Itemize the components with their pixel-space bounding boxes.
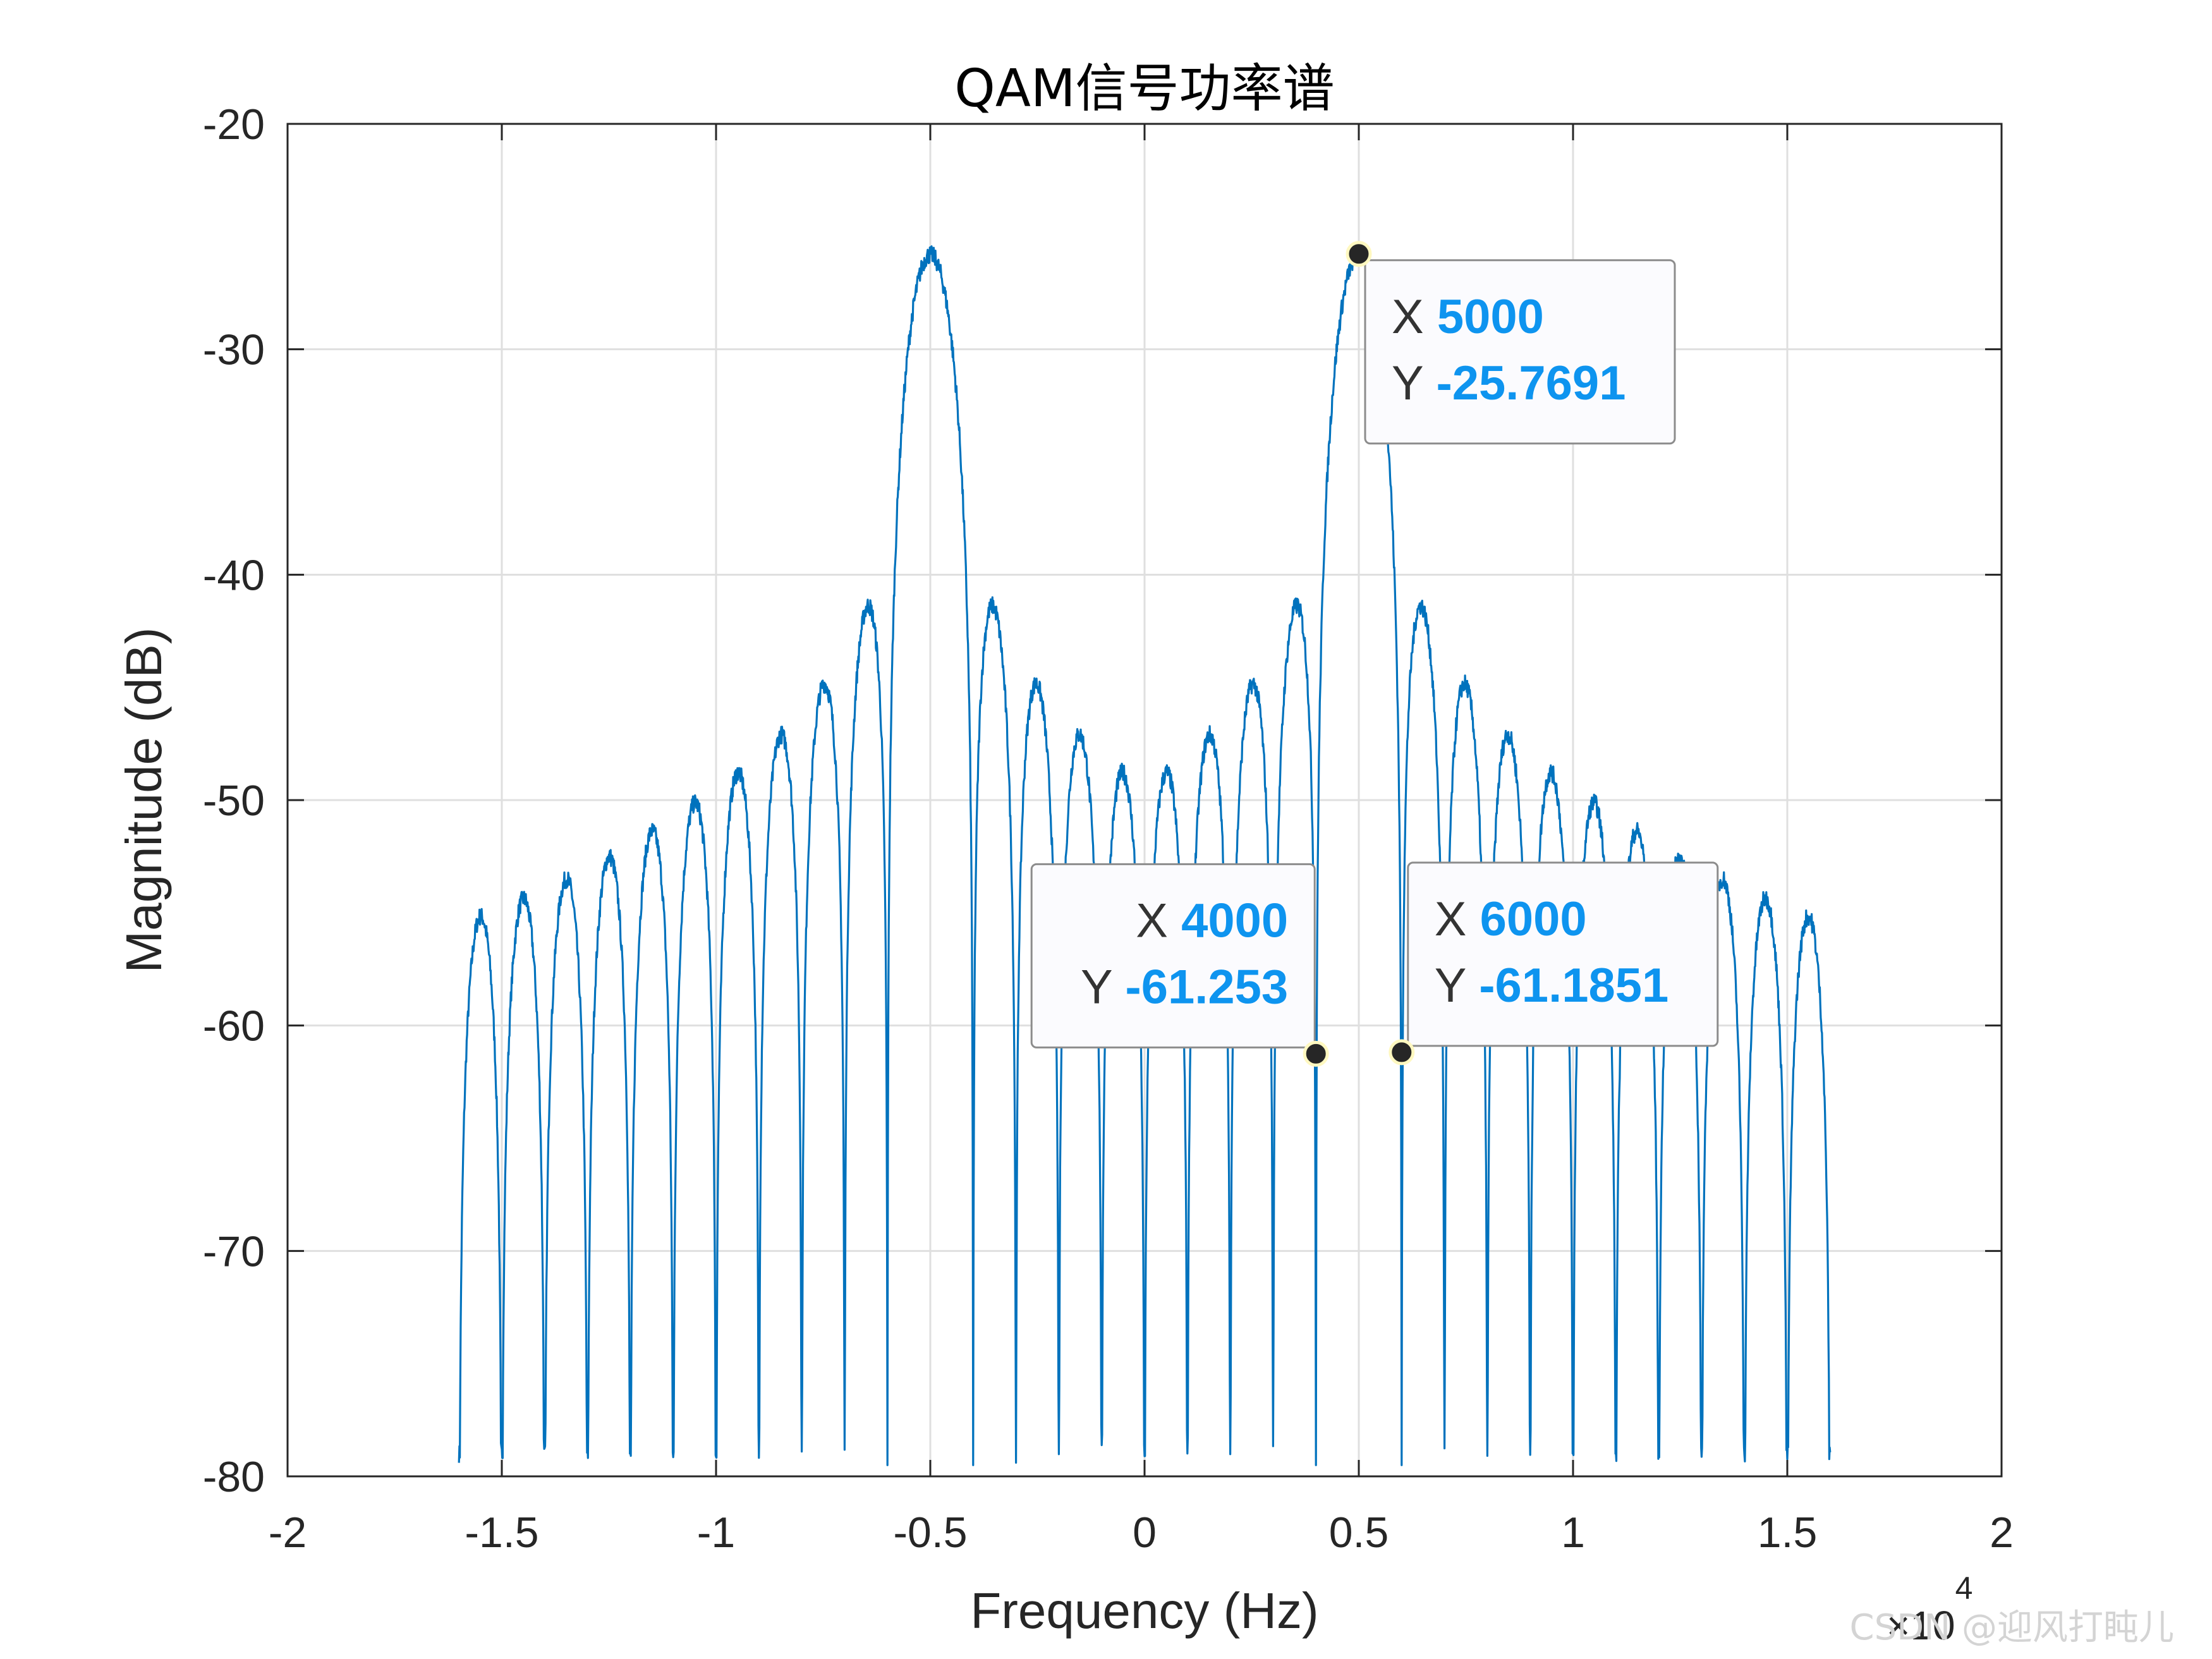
datatip-box: [1407, 861, 1719, 1047]
y-tick-label: -60: [203, 1002, 265, 1050]
datatip-y-line: Y -25.7691: [1392, 356, 1626, 410]
datatip-x-line: X 4000: [1136, 894, 1288, 947]
x-exponent-power: 4: [1955, 1571, 1973, 1606]
y-tick-labels: -80 -70 -60 -50 -40 -30 -20: [203, 100, 265, 1501]
datatip-y-line: Y -61.1851: [1435, 959, 1668, 1012]
datatip-y-value: -61.1851: [1479, 959, 1668, 1012]
datatip-box: [1030, 863, 1316, 1048]
datatip-y-line: Y -61.253: [1081, 960, 1288, 1014]
y-tick-label: -30: [203, 326, 265, 374]
datatip-marker: [1389, 1039, 1415, 1066]
datatip-box: [1364, 259, 1676, 445]
x-axis-label: Frequency (Hz): [970, 1583, 1318, 1639]
watermark: CSDN @迎风打盹儿: [1850, 1607, 2174, 1648]
y-tick-label: -70: [203, 1227, 265, 1275]
x-tick-label: 1.5: [1758, 1509, 1818, 1557]
datatip-x-line: X 6000: [1435, 892, 1587, 946]
x-tick-label: -2: [269, 1509, 307, 1557]
datatip-y-key: Y: [1081, 960, 1125, 1014]
datatip-x-key: X: [1392, 290, 1437, 344]
x-tick-labels: -2 -1.5 -1 -0.5 0 0.5 1 1.5 2: [269, 1509, 2014, 1557]
datatip-y-key: Y: [1392, 356, 1436, 410]
datatip-y-value: -25.7691: [1436, 356, 1626, 410]
x-axis-exponent: ×104: [1887, 1571, 1972, 1648]
datatip-x-key: X: [1136, 894, 1181, 947]
datatip-marker: [1346, 241, 1372, 267]
x-tick-label: -0.5: [893, 1509, 967, 1557]
x-tick-label: 0.5: [1329, 1509, 1389, 1557]
datatip-x-value: 5000: [1437, 290, 1544, 344]
y-tick-label: -40: [203, 551, 265, 599]
datatip-marker: [1303, 1040, 1329, 1067]
x-tick-label: -1: [697, 1509, 735, 1557]
datatip-x-value: 4000: [1181, 894, 1288, 947]
datatip-x-value: 6000: [1480, 892, 1587, 946]
y-tick-label: -20: [203, 100, 265, 149]
x-tick-label: -1.5: [465, 1509, 538, 1557]
spectrum-line: [458, 245, 1832, 1466]
y-axis-label: Magnitude (dB): [116, 628, 172, 973]
chart-title: QAM信号功率谱: [954, 59, 1334, 119]
datatip-y-key: Y: [1435, 959, 1479, 1012]
datatip-x-line: X 5000: [1392, 290, 1544, 344]
x-tick-label: 2: [1990, 1509, 2014, 1557]
x-tick-label: 0: [1133, 1509, 1157, 1557]
datatip-x-key: X: [1435, 892, 1480, 946]
y-tick-label: -50: [203, 777, 265, 825]
y-tick-label: -80: [203, 1453, 265, 1501]
x-tick-label: 1: [1561, 1509, 1585, 1557]
x-exponent-base: ×10: [1887, 1603, 1955, 1648]
datatip-y-value: -61.253: [1125, 960, 1288, 1014]
axis-ticks: [286, 123, 2003, 1478]
spectrum-series: [458, 245, 1832, 1466]
